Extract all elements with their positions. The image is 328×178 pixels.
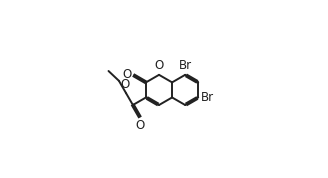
Text: O: O: [135, 119, 144, 132]
Text: O: O: [122, 68, 132, 81]
Text: Br: Br: [201, 91, 214, 104]
Text: O: O: [120, 78, 130, 91]
Text: Br: Br: [178, 59, 192, 72]
Text: O: O: [154, 59, 164, 72]
